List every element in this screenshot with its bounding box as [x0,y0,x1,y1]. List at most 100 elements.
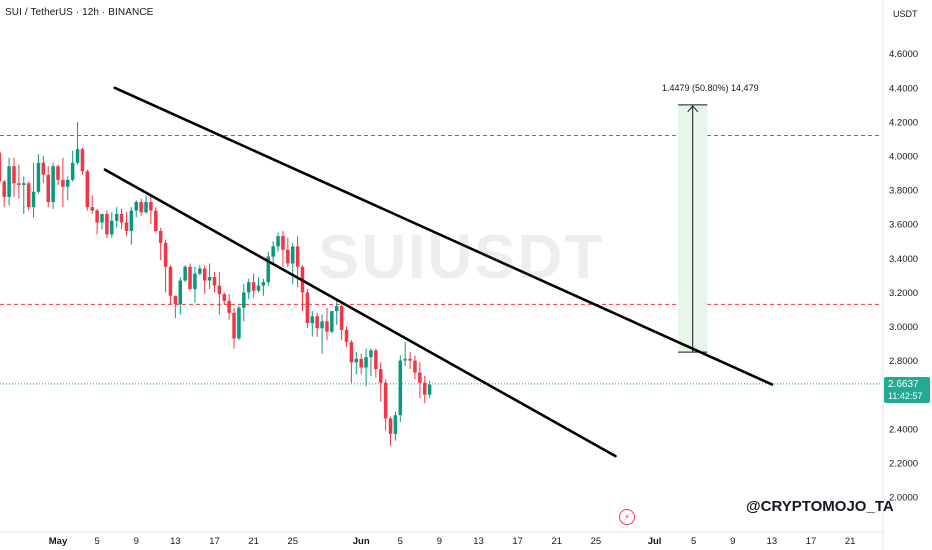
candle-body [31,191,36,208]
candle [163,239,168,293]
x-tick-label: 21 [551,536,562,547]
candle [359,353,363,375]
candle-body [61,179,65,187]
last-price: 2.6637 [888,379,919,390]
candle-body [237,307,241,339]
candle [378,362,383,402]
candle [139,198,143,216]
candle-body [70,162,75,180]
candle [114,207,119,228]
candle-body [315,316,319,329]
candle [202,265,207,295]
candle [222,292,227,305]
candle-body [276,236,280,247]
x-tick-label: 9 [134,536,139,547]
candle [41,156,46,184]
candle-countdown: 11:42:57 [888,391,923,401]
candle [427,381,432,399]
candle [80,147,85,175]
y-tick-label: 4.6000 [889,49,918,60]
candle-body [80,149,85,172]
arrow-head [687,105,699,113]
candle [251,273,256,298]
candle [207,263,212,289]
chart-title: SUI / TetherUS · 12h · BINANCE [5,7,153,18]
y-tick-label: 3.0000 [889,322,918,333]
candle [178,277,183,315]
candle [149,195,153,225]
candle-body [2,181,6,197]
candle-body [310,316,315,324]
candle [305,288,310,329]
candle [61,157,65,208]
candle-body [144,202,148,213]
candle [0,152,2,182]
candle [383,379,388,431]
y-tick-label: 2.0000 [889,493,918,504]
candle-body [51,166,55,203]
candle [320,314,324,354]
y-tick-label: 4.0000 [889,152,918,163]
candle-body [354,358,359,363]
candle-body [295,246,300,267]
candle [129,207,134,245]
candle [7,157,11,206]
candle [12,157,16,197]
candles [0,121,432,446]
last-price-tag: 2.6637 11:42:57 [884,377,930,403]
candle [344,326,349,347]
candle [364,348,368,387]
candle-body [163,242,168,267]
candle [85,169,90,211]
candle [144,195,148,214]
candle-body [383,382,388,419]
candle-body [139,202,143,213]
price-axis: 2.00002.20002.40002.60002.80003.00003.20… [882,0,918,550]
candle [354,352,359,375]
candle-body [369,350,373,358]
candle-body [305,292,310,324]
candle-body [413,360,417,373]
candle-body [134,202,139,211]
candle-body [17,183,21,185]
candle [158,227,163,261]
x-tick-label: May [49,536,68,547]
candle-body [119,213,124,223]
candle-body [349,341,354,363]
candle [217,271,222,315]
candle [173,295,178,318]
candle [315,312,319,337]
candle-body [154,210,158,232]
candle-body [427,384,432,395]
candle [271,241,275,264]
candle-body [281,236,285,250]
candle [237,306,241,341]
candle-body [246,282,251,293]
candle [246,278,251,300]
x-tick-label: 5 [691,536,696,547]
candle-body [100,213,104,223]
lightning-icon[interactable]: ⚡ [619,509,635,525]
candle [388,416,393,446]
y-tick-label: 4.2000 [889,117,918,128]
axis-currency: USDT [893,9,918,19]
y-tick-label: 3.4000 [889,254,918,265]
candle-body [46,174,50,203]
candle-body [217,285,222,295]
x-tick-label: 9 [437,536,442,547]
candle [422,375,427,404]
author-signature: @CRYPTOMOJO_TA [746,498,894,515]
candle-body [183,266,187,281]
candle-body [251,282,256,291]
candle-body [242,292,246,308]
candle-body [41,162,46,175]
candle [46,166,50,208]
candle [22,176,26,214]
candle-body [95,210,99,223]
candle-body [256,285,261,291]
candle [134,200,139,218]
candle [398,355,403,422]
candle-body [232,312,236,339]
candle-body [207,277,212,281]
